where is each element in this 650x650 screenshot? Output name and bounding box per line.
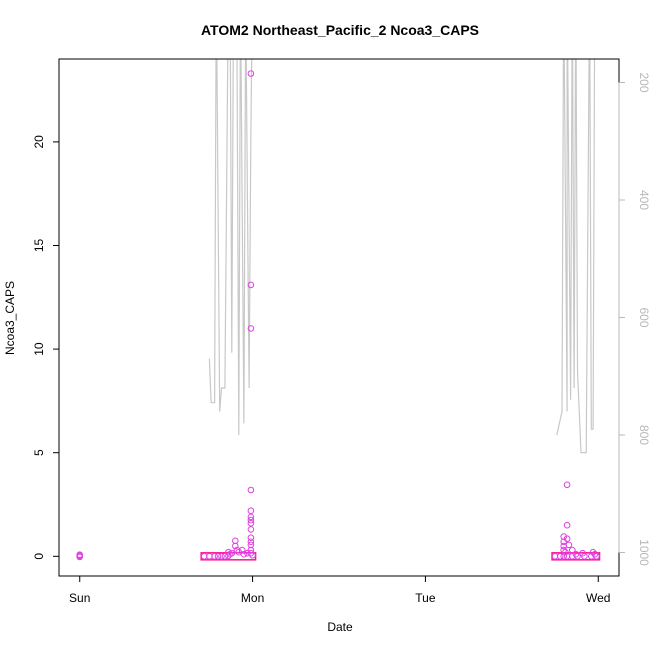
- data-point-28: [247, 519, 255, 527]
- data-point-29: [247, 526, 255, 533]
- data-point-7: [214, 553, 222, 560]
- data-point-49: [562, 548, 569, 556]
- data-point-3: [76, 551, 83, 559]
- chart-title: ATOM2 Northeast_Pacific_2 Ncoa3_CAPS: [201, 22, 479, 38]
- data-point-25: [247, 507, 255, 515]
- x-tick-label-0: Sun: [69, 591, 90, 605]
- y2-tick-label-4: 1000: [637, 539, 650, 566]
- depth-line-segment-0: [208, 59, 253, 436]
- y-axis-label: Ncoa3_CAPS: [3, 281, 17, 355]
- data-point-26: [247, 513, 255, 521]
- data-point-50: [563, 535, 571, 543]
- data-point-52: [563, 481, 571, 489]
- x-tick-label-3: Wed: [586, 591, 610, 605]
- y-tick-label-1: 5: [32, 449, 46, 456]
- data-point-15: [232, 542, 239, 550]
- y-tick-label-4: 20: [32, 135, 46, 149]
- data-point-55: [572, 550, 580, 558]
- data-point-57: [589, 548, 597, 556]
- data-point-58: [591, 550, 599, 558]
- x-axis-label: Date: [327, 620, 353, 634]
- data-point-23: [247, 325, 255, 332]
- data-point-48: [560, 546, 568, 554]
- y-tick-label-2: 10: [32, 342, 46, 356]
- data-point-30: [247, 534, 255, 542]
- data-point-56: [579, 549, 587, 557]
- data-point-2: [76, 553, 83, 561]
- y2-tick-label-0: 200: [637, 72, 650, 92]
- data-point-51: [565, 541, 573, 549]
- data-point-41: [574, 553, 581, 560]
- data-point-53: [563, 521, 571, 529]
- data-point-38: [560, 553, 568, 560]
- y2-tick-label-1: 400: [637, 190, 650, 210]
- x-tick-label-1: Mon: [241, 591, 264, 605]
- x-tick-label-2: Tue: [415, 591, 436, 605]
- data-point-54: [569, 546, 576, 554]
- y-tick-label-3: 15: [32, 238, 46, 252]
- y2-tick-label-2: 600: [637, 307, 650, 327]
- data-point-24: [247, 486, 255, 494]
- y2-tick-label-3: 800: [637, 425, 650, 445]
- data-point-19: [240, 550, 248, 558]
- data-point-11: [225, 548, 232, 556]
- depth-line-segment-1: [556, 59, 596, 454]
- data-point-22: [247, 281, 255, 289]
- data-point-8: [218, 553, 225, 560]
- data-point-6: [211, 553, 218, 560]
- data-point-27: [247, 516, 255, 524]
- data-point-13: [228, 549, 236, 557]
- data-point-37: [556, 553, 564, 560]
- data-point-44: [593, 553, 600, 560]
- data-point-35: [249, 552, 256, 559]
- data-point-31: [247, 538, 255, 546]
- plot-frame: [58, 58, 620, 577]
- data-point-18: [238, 546, 246, 554]
- data-point-34: [247, 549, 255, 557]
- y-tick-label-0: 0: [32, 553, 46, 560]
- data-point-21: [247, 70, 255, 77]
